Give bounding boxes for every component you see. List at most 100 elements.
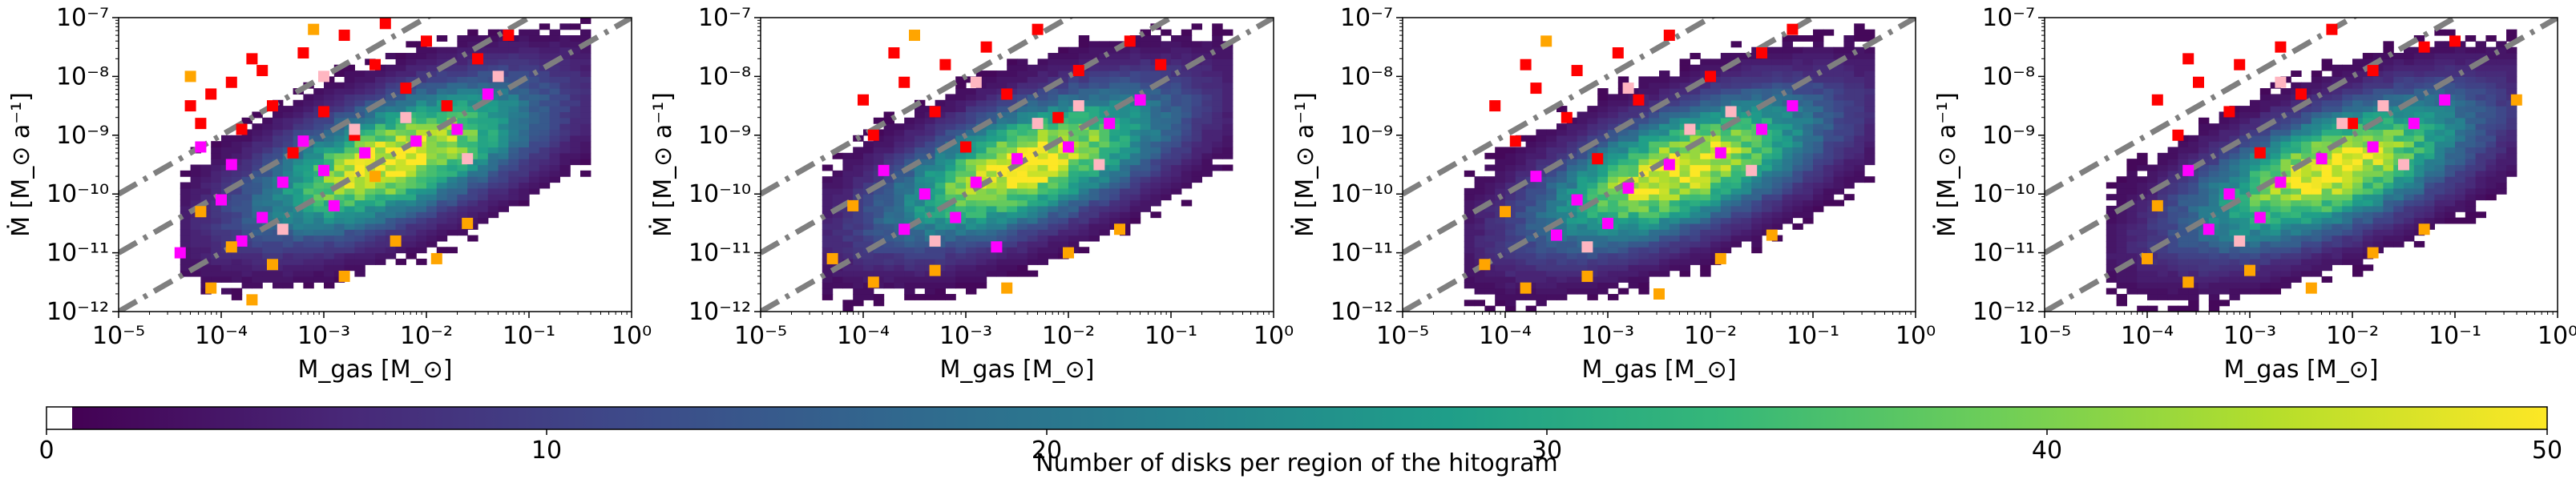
histogram-bin [883, 264, 894, 272]
histogram-bin [2208, 141, 2220, 148]
histogram-bin [539, 123, 551, 131]
histogram-bin [457, 117, 468, 124]
histogram-bin [385, 182, 397, 189]
histogram-bin [1068, 129, 1080, 136]
histogram-bin [1803, 70, 1814, 77]
histogram-bin [935, 152, 946, 159]
histogram-bin [303, 182, 314, 189]
histogram-bin [1792, 123, 1803, 131]
histogram-bin [2372, 217, 2384, 224]
histogram-bin [966, 258, 977, 265]
histogram-bin [1120, 135, 1131, 142]
axes-frame [760, 17, 1274, 312]
histogram-bin [1536, 223, 1547, 230]
histogram-bin [1007, 176, 1018, 183]
histogram-bin [262, 240, 273, 248]
histogram-bin [365, 88, 376, 95]
histogram-bin [1751, 82, 1762, 89]
histogram-bin [1068, 217, 1080, 224]
histogram-bin [333, 141, 345, 148]
histogram-bin [1566, 159, 1578, 166]
histogram-bin [822, 247, 834, 254]
histogram-bin [1222, 53, 1233, 59]
histogram-bin [2239, 205, 2251, 212]
histogram-bin [2239, 129, 2251, 136]
histogram-bin [1566, 182, 1578, 189]
histogram-bin [1495, 258, 1506, 265]
histogram-bin [498, 159, 509, 166]
histogram-bin [1120, 182, 1131, 189]
histogram-bin [996, 141, 1007, 148]
histogram-bin [1557, 270, 1568, 277]
scatter-point [1114, 223, 1125, 235]
histogram-bin [303, 152, 314, 159]
histogram-bin [2291, 123, 2302, 131]
histogram-bin [539, 159, 551, 166]
histogram-bin [955, 94, 967, 101]
histogram-bin [1710, 164, 1722, 171]
histogram-bin [1690, 76, 1701, 83]
scatter-point [184, 100, 196, 112]
histogram-bin [478, 141, 489, 148]
histogram-bin [2198, 247, 2210, 254]
histogram-bin [1078, 88, 1090, 95]
histogram-bin [1741, 199, 1752, 207]
histogram-bin [2147, 229, 2158, 236]
histogram-bin [853, 229, 864, 236]
histogram-bin [1659, 223, 1670, 230]
histogram-bin [1078, 170, 1090, 177]
histogram-bin [1577, 229, 1588, 236]
histogram-bin [1577, 159, 1588, 166]
histogram-bin [1659, 152, 1670, 159]
histogram-bin [1782, 94, 1793, 101]
histogram-bin [2332, 99, 2343, 107]
histogram-bin [2188, 199, 2199, 207]
histogram-bin [580, 152, 592, 159]
histogram-bin [406, 182, 417, 189]
histogram-bin [904, 199, 915, 207]
histogram-bin [1669, 76, 1681, 83]
histogram-bin [2311, 129, 2323, 136]
histogram-bin [894, 159, 905, 166]
histogram-bin [1557, 135, 1568, 142]
histogram-bin [539, 41, 551, 48]
histogram-bin [1129, 170, 1141, 177]
histogram-bin [1730, 152, 1742, 159]
histogram-bin [1608, 152, 1619, 159]
histogram-bin [344, 229, 355, 236]
histogram-bin [375, 94, 386, 101]
histogram-bin [863, 229, 874, 236]
histogram-bin [1171, 88, 1182, 95]
histogram-bin [1007, 170, 1018, 177]
histogram-bin [180, 217, 192, 224]
histogram-bin [2332, 211, 2343, 219]
histogram-bin [1577, 258, 1588, 265]
histogram-bin [273, 270, 284, 277]
histogram-bin [293, 170, 304, 177]
histogram-bin [1140, 46, 1151, 54]
histogram-bin [1150, 53, 1161, 59]
histogram-bin [1577, 152, 1588, 159]
histogram-bin [549, 82, 560, 89]
histogram-bin [2280, 164, 2291, 171]
histogram-bin [1587, 258, 1598, 265]
histogram-bin [365, 247, 376, 254]
histogram-bin [241, 258, 252, 265]
histogram-bin [1700, 164, 1711, 171]
histogram-bin [2250, 141, 2261, 148]
histogram-bin [1659, 117, 1670, 124]
histogram-bin [2280, 205, 2291, 212]
histogram-bin [1649, 141, 1660, 148]
histogram-bin [375, 223, 386, 230]
histogram-bin [580, 99, 592, 107]
histogram-bin [2280, 194, 2291, 201]
histogram-bin [1150, 164, 1161, 171]
histogram-bin [1212, 41, 1223, 48]
histogram-bin [1803, 53, 1814, 59]
histogram-bin [416, 187, 427, 195]
histogram-bin [986, 88, 997, 95]
histogram-bin [559, 94, 571, 101]
histogram-bin [2311, 252, 2323, 260]
histogram-bin [1854, 64, 1865, 71]
histogram-bin [1597, 106, 1609, 113]
